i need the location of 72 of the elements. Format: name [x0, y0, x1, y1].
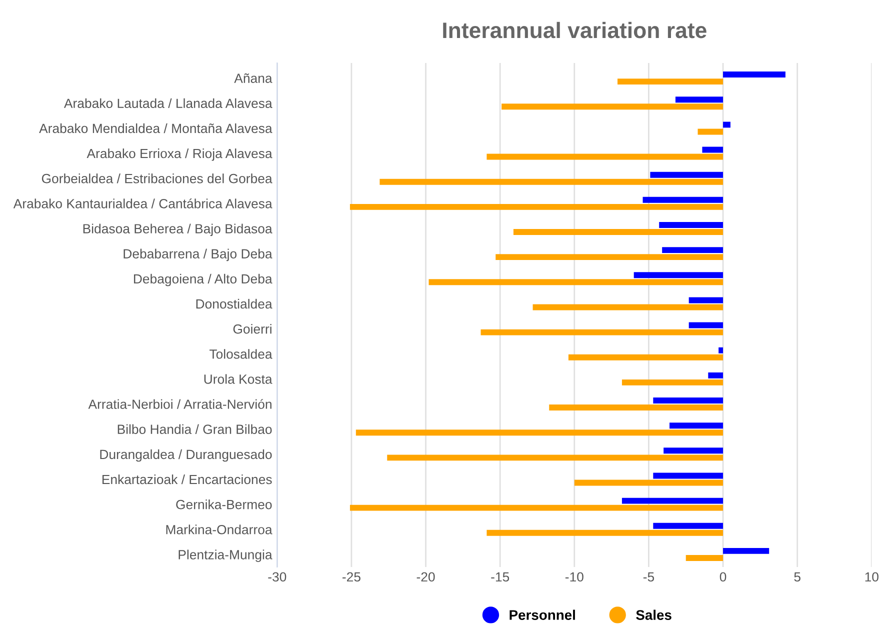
y-tick-label: Bidasoa Beherea / Bajo Bidasoa [83, 224, 272, 236]
bar [653, 472, 724, 479]
bar [356, 430, 724, 436]
y-tick-label: Arabako Kantaurialdea / Cantábrica Alavesa [13, 198, 272, 208]
bar [634, 272, 724, 278]
bar [568, 354, 724, 360]
y-tick-label: Bilbo Handia / Gran Bilbao [118, 424, 272, 434]
bar [670, 422, 724, 429]
x-tick-label: 5 [794, 572, 800, 582]
bar [350, 504, 724, 511]
x-tick-label: -30 [268, 572, 286, 582]
x-tick-label: -10 [565, 572, 584, 582]
bar [480, 329, 724, 336]
y-tick-label: Markina-Ondarroa [166, 524, 272, 534]
bar [380, 178, 724, 185]
bar [702, 146, 724, 153]
x-tick-label: 0 [720, 572, 726, 582]
x-tick-label: -25 [342, 572, 360, 582]
bar [513, 229, 724, 235]
y-tick-label: Plentzia-Mungia [178, 550, 272, 562]
bar [532, 304, 724, 310]
bar [659, 222, 724, 228]
x-tick-label: -20 [416, 572, 435, 582]
y-tick-label: Debagoiena / Alto Deba [134, 274, 272, 286]
y-tick-label: Gorbeialdea / Estribaciones del Gorbea [42, 174, 272, 184]
y-tick-label: Donostialdea [196, 298, 272, 309]
y-tick-label: Goierri [233, 324, 272, 334]
legend-label: Personnel [510, 610, 575, 620]
bar [675, 96, 724, 103]
bar [688, 322, 724, 328]
bar [653, 522, 724, 529]
y-tick-label: Debabarrena / Bajo Deba [124, 248, 272, 262]
y-tick-label: Arratia-Nerbioi / Arratia-Nervión [88, 399, 272, 409]
bar [664, 448, 724, 454]
bar [698, 128, 724, 135]
y-tick-label: Durangaldea / Duranguesado [100, 449, 272, 462]
y-tick-label: Añana [234, 73, 272, 83]
y-tick-label: Arabako Errioxa / Rioja Alavesa [86, 148, 272, 161]
bar [686, 554, 724, 561]
bar [650, 172, 724, 178]
bar [723, 72, 786, 78]
bar [642, 196, 724, 203]
bar [574, 480, 724, 486]
bar [350, 204, 724, 210]
bar [723, 548, 770, 554]
y-tick-label: Arabako Mendialdea / Montaña Alavesa [39, 123, 272, 134]
bar [653, 398, 724, 404]
bar [617, 78, 724, 85]
bar [486, 154, 724, 160]
bar [718, 347, 724, 354]
bar [502, 104, 724, 110]
chart-title: Interannual variation rate [443, 22, 706, 38]
bar [496, 254, 724, 260]
bar [387, 454, 724, 461]
y-tick-label: Enkartazioak / Encartaciones [102, 474, 272, 484]
bar [723, 122, 730, 128]
x-tick-label: -5 [643, 572, 654, 582]
x-tick-label: -15 [491, 572, 510, 582]
bar [662, 247, 724, 254]
bar [622, 498, 724, 504]
y-tick-label: Tolosaldea [210, 349, 272, 359]
bar [688, 297, 724, 304]
bar [428, 279, 724, 286]
x-tick-label: 10 [865, 572, 878, 582]
bar [622, 379, 724, 386]
bar [549, 404, 724, 411]
bar [708, 372, 724, 378]
y-tick-label: Gernika-Bermeo [176, 500, 272, 510]
y-tick-label: Arabako Lautada / Llanada Alavesa [64, 98, 272, 108]
legend-label: Sales [636, 610, 672, 620]
bar [486, 530, 724, 536]
y-tick-label: Urola Kosta [204, 374, 272, 384]
